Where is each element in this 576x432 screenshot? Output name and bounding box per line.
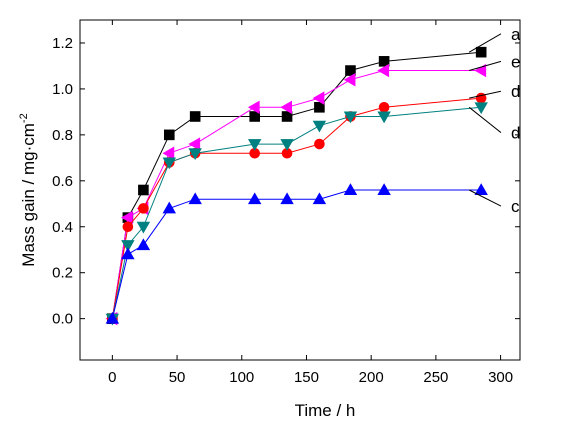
data-point: [121, 240, 135, 252]
data-point: [474, 102, 488, 115]
axis-ticks: 0 50 100 150 200 250 300 0.0 0.2 0.4 0.6 0.8 1.0 1.2: [52, 20, 520, 386]
data-point: [138, 203, 149, 214]
data-point: [314, 101, 325, 113]
curve-label: d: [511, 82, 520, 101]
x-tick-label: 150: [294, 369, 319, 386]
data-point: [189, 111, 201, 122]
leader-line: [469, 60, 502, 72]
data-point: [314, 138, 325, 150]
curve-label: c: [511, 197, 520, 216]
data-point: [162, 201, 177, 214]
data-point: [312, 91, 325, 105]
x-tick-label: 250: [423, 369, 448, 386]
plot-frame: [79, 19, 521, 361]
data-point: [280, 192, 294, 205]
data-point: [138, 184, 149, 196]
x-axis-title: Time / h: [295, 401, 356, 420]
data-point: [377, 63, 390, 78]
leader-line: [468, 189, 502, 207]
data-point: [280, 100, 293, 115]
series-0: [107, 46, 487, 324]
series-line: [111, 70, 482, 319]
x-tick-label: 100: [229, 369, 254, 386]
data-point: [343, 111, 358, 124]
y-tick-label: 1.0: [52, 81, 73, 98]
data-point: [188, 148, 202, 161]
data-point: [162, 146, 175, 160]
series-2: [107, 92, 487, 324]
data-point: [475, 46, 487, 58]
data-point: [378, 101, 390, 113]
data-point: [188, 192, 202, 205]
curve-label: d: [511, 124, 520, 143]
y-tick-label: 0.4: [52, 219, 73, 236]
series-3: [105, 102, 488, 326]
data-point: [247, 139, 262, 151]
data-point: [281, 111, 293, 122]
data-point: [121, 247, 135, 260]
data-point: [343, 183, 358, 195]
data-point: [136, 238, 151, 251]
y-tick-label: 0.6: [52, 173, 73, 190]
curve-label: a: [511, 25, 521, 44]
data-point: [247, 100, 260, 115]
series-4: [105, 183, 488, 324]
y-tick-label: 0.0: [52, 311, 73, 328]
data-point: [474, 183, 488, 195]
data-point: [377, 111, 391, 124]
series-layer: [105, 46, 488, 326]
leader-line: [469, 90, 502, 99]
x-tick-label: 0: [108, 369, 116, 386]
leader-line: [468, 33, 502, 53]
y-tick-label: 0.8: [52, 127, 73, 144]
x-tick-label: 50: [169, 369, 186, 386]
data-point: [121, 210, 133, 225]
data-point: [247, 192, 262, 205]
y-axis-title: Mass gain / mg·cm-2: [18, 113, 38, 266]
data-point: [312, 120, 327, 133]
y-axis-title-exponent: -2: [18, 113, 30, 123]
data-point: [122, 221, 134, 233]
data-point: [378, 56, 390, 67]
data-point: [249, 111, 261, 122]
x-tick-label: 200: [359, 369, 384, 386]
data-point: [377, 183, 391, 195]
x-tick-label: 300: [488, 369, 513, 386]
data-point: [136, 221, 151, 234]
data-point: [280, 139, 294, 151]
y-tick-label: 1.2: [52, 35, 73, 52]
data-point: [345, 65, 356, 76]
y-axis-title-main: Mass gain / mg·cm: [19, 123, 38, 267]
series-line: [111, 51, 482, 319]
data-point: [343, 73, 356, 87]
label-leader-lines: [468, 33, 502, 207]
data-point: [163, 129, 175, 141]
y-tick-label: 0.2: [52, 265, 73, 282]
data-point: [312, 192, 327, 205]
data-point: [188, 137, 201, 151]
curve-label: e: [511, 52, 520, 71]
data-point: [105, 311, 120, 324]
data-point: [162, 157, 177, 170]
leader-line: [468, 106, 502, 133]
